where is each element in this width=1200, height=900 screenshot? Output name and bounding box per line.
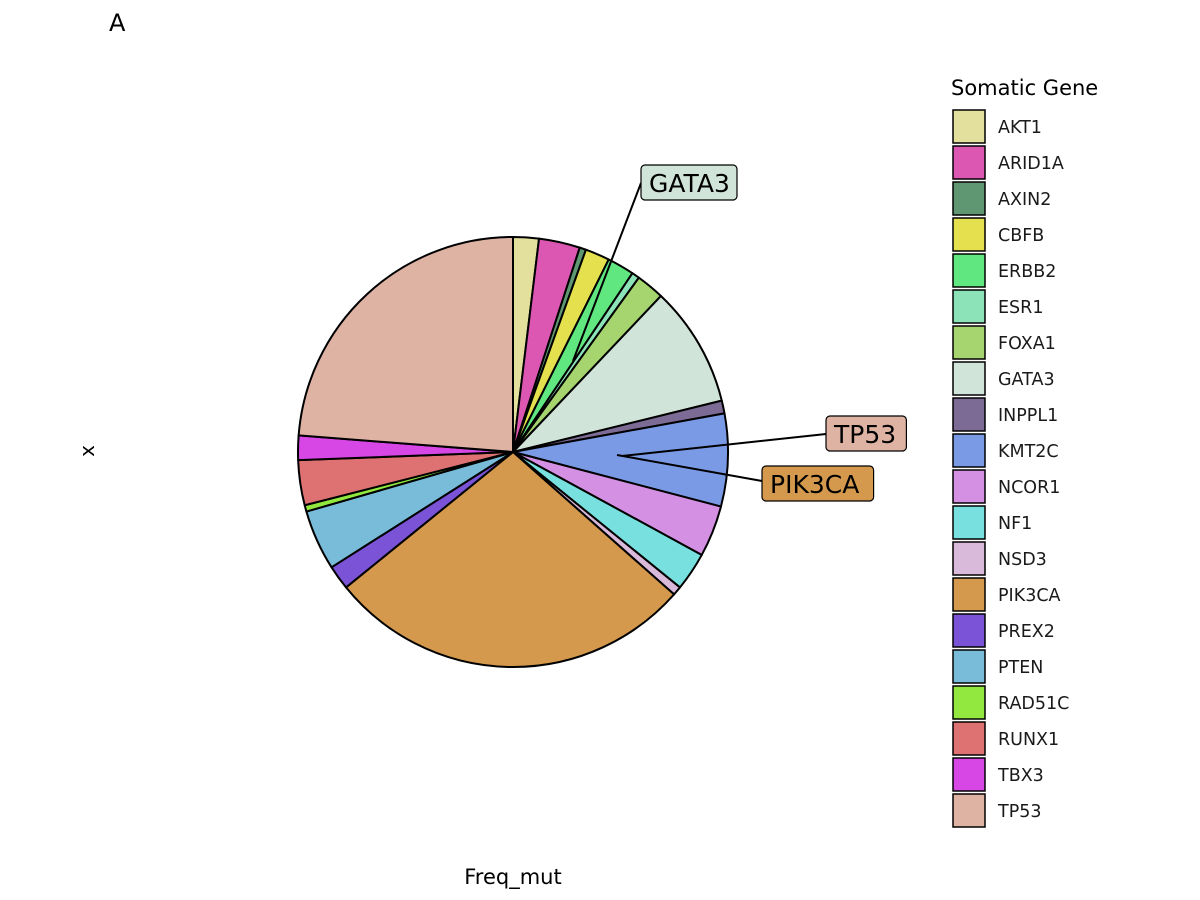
legend-key-erbb2 [952, 253, 986, 288]
legend-label-runx1: RUNX1 [998, 730, 1059, 750]
legend-key-gata3 [952, 361, 986, 396]
callout-label-gata3: GATA3 [649, 169, 730, 198]
pie-slices [297, 235, 729, 668]
legend-key-akt1 [952, 109, 986, 144]
legend-key-rad51c [952, 685, 986, 720]
callout-label-tp53: TP53 [833, 420, 896, 449]
legend-key-pik3ca [952, 577, 986, 612]
pie-callouts: GATA3 TP53 PIK3CA [572, 164, 908, 502]
legend: AKT1 ARID1A AXIN2 CBFB ERBB2 ESR1 FOXA1 GATA3 IN… [952, 109, 1069, 828]
legend-key-pten [952, 649, 986, 684]
callout-line-pik3ca [616, 454, 763, 482]
legend-key-foxa1 [952, 325, 986, 360]
x-axis-label: Freq_mut [464, 865, 561, 890]
legend-label-tp53: TP53 [997, 802, 1042, 822]
legend-title: Somatic Gene [951, 76, 1098, 100]
callout-line-tp53 [621, 433, 827, 457]
legend-key-nsd3 [952, 541, 986, 576]
legend-label-esr1: ESR1 [998, 298, 1043, 318]
legend-label-rad51c: RAD51C [998, 694, 1069, 714]
legend-label-foxa1: FOXA1 [998, 334, 1056, 354]
legend-label-nsd3: NSD3 [998, 550, 1047, 570]
legend-label-gata3: GATA3 [998, 370, 1055, 390]
legend-key-runx1 [952, 721, 986, 756]
callout-box-pik3ca [761, 465, 875, 502]
legend-label-akt1: AKT1 [998, 118, 1042, 138]
legend-key-nf1 [952, 505, 986, 540]
callout-label-pik3ca: PIK3CA [770, 470, 859, 499]
legend-label-cbfb: CBFB [998, 226, 1044, 246]
y-axis-label: x [75, 445, 99, 457]
legend-label-nf1: NF1 [998, 514, 1032, 534]
legend-key-ncor1 [952, 469, 986, 504]
callout-line-gata3 [572, 182, 642, 362]
legend-label-prex2: PREX2 [998, 622, 1055, 642]
legend-label-pten: PTEN [998, 658, 1043, 678]
legend-label-arid1a: ARID1A [998, 154, 1064, 174]
pie-slice-tp53 [297, 236, 514, 453]
legend-key-axin2 [952, 181, 986, 216]
legend-label-kmt2c: KMT2C [998, 442, 1059, 462]
panel-tag: A [109, 9, 126, 37]
legend-label-pik3ca: PIK3CA [998, 586, 1061, 606]
legend-label-axin2: AXIN2 [998, 190, 1051, 210]
legend-key-prex2 [952, 613, 986, 648]
pie-slice-pik3ca [345, 451, 676, 668]
legend-key-inppl1 [952, 397, 986, 432]
legend-key-tbx3 [952, 757, 986, 792]
legend-label-tbx3: TBX3 [997, 766, 1044, 786]
legend-label-erbb2: ERBB2 [998, 262, 1056, 282]
callout-box-gata3 [640, 164, 738, 201]
legend-key-kmt2c [952, 433, 986, 468]
callout-box-tp53 [825, 415, 908, 452]
legend-label-inppl1: INPPL1 [998, 406, 1058, 426]
legend-key-arid1a [952, 145, 986, 180]
legend-key-tp53 [952, 793, 986, 828]
legend-label-ncor1: NCOR1 [998, 478, 1060, 498]
legend-key-cbfb [952, 217, 986, 252]
legend-key-esr1 [952, 289, 986, 324]
